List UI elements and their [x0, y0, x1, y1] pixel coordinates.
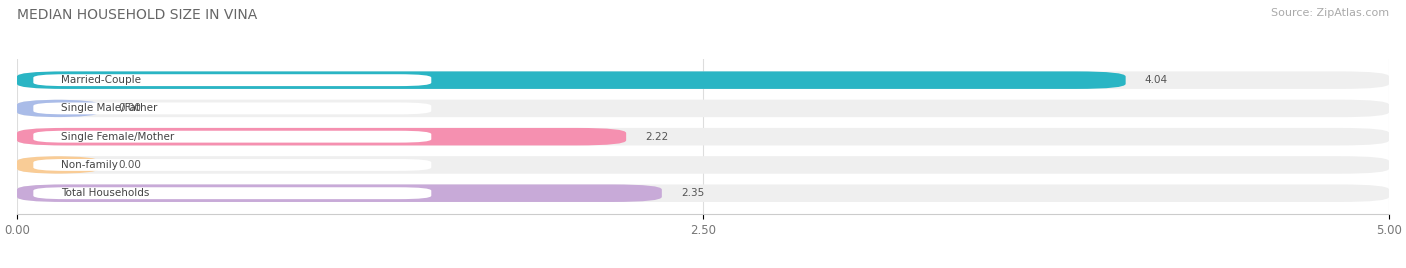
Text: Single Female/Mother: Single Female/Mother	[60, 132, 174, 142]
FancyBboxPatch shape	[17, 100, 100, 117]
Text: 4.04: 4.04	[1144, 75, 1168, 85]
FancyBboxPatch shape	[17, 156, 1389, 174]
FancyBboxPatch shape	[34, 159, 432, 171]
FancyBboxPatch shape	[17, 156, 100, 174]
FancyBboxPatch shape	[17, 184, 662, 202]
FancyBboxPatch shape	[34, 102, 432, 114]
Text: Total Households: Total Households	[60, 188, 149, 198]
Text: 0.00: 0.00	[118, 103, 141, 113]
FancyBboxPatch shape	[17, 71, 1126, 89]
Text: 0.00: 0.00	[118, 160, 141, 170]
Text: Single Male/Father: Single Male/Father	[60, 103, 157, 113]
FancyBboxPatch shape	[17, 71, 1389, 89]
FancyBboxPatch shape	[34, 131, 432, 143]
Text: MEDIAN HOUSEHOLD SIZE IN VINA: MEDIAN HOUSEHOLD SIZE IN VINA	[17, 8, 257, 22]
Text: 2.22: 2.22	[645, 132, 669, 142]
Text: Non-family: Non-family	[60, 160, 118, 170]
FancyBboxPatch shape	[17, 184, 1389, 202]
Text: Source: ZipAtlas.com: Source: ZipAtlas.com	[1271, 8, 1389, 18]
FancyBboxPatch shape	[17, 100, 1389, 117]
FancyBboxPatch shape	[34, 187, 432, 199]
FancyBboxPatch shape	[34, 74, 432, 86]
Text: Married-Couple: Married-Couple	[60, 75, 141, 85]
FancyBboxPatch shape	[17, 128, 1389, 146]
Text: 2.35: 2.35	[681, 188, 704, 198]
FancyBboxPatch shape	[17, 128, 626, 146]
